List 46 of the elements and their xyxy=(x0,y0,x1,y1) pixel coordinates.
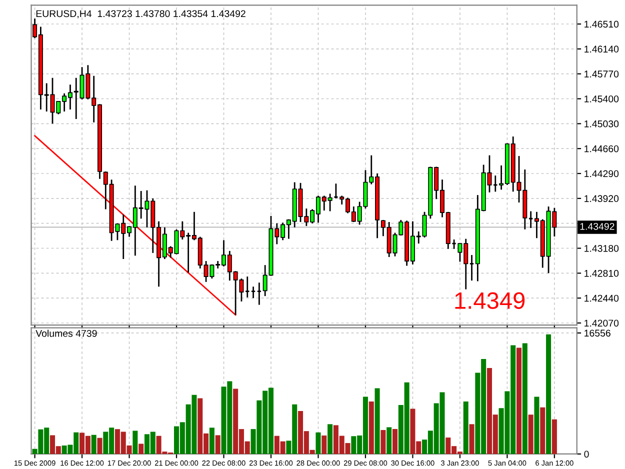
chart-title: Volumes 4739 xyxy=(36,330,97,337)
bar xyxy=(528,414,534,454)
y-tick-label: 1.42440 xyxy=(584,294,619,302)
candlestick xyxy=(528,210,534,229)
bar xyxy=(380,430,386,454)
bar xyxy=(546,334,552,454)
y-tick-label: 1.45030 xyxy=(584,120,619,128)
y-tick-label: 1.43920 xyxy=(584,195,619,202)
y-tick-label: 1.42810 xyxy=(584,270,619,277)
bar xyxy=(209,428,214,454)
chart-title: EURUSD,H4 1.43723 1.43780 1.43354 1.43492 xyxy=(36,10,246,18)
y-tick-label: 16556 xyxy=(584,330,610,337)
candlestick xyxy=(250,286,256,299)
annotation: 1.4349 xyxy=(455,292,525,309)
bar xyxy=(534,396,540,454)
bar xyxy=(386,427,392,454)
bar xyxy=(97,438,102,454)
y-tick-label: 1.44660 xyxy=(584,145,619,152)
bar xyxy=(132,430,138,454)
candlestick xyxy=(244,276,250,298)
bar xyxy=(215,435,220,454)
bar xyxy=(138,444,144,454)
bar xyxy=(374,388,380,454)
bar xyxy=(522,343,528,454)
y-tick-label: 1.45770 xyxy=(584,70,619,78)
y-tick-label: 1.43180 xyxy=(584,244,619,252)
bar xyxy=(368,402,374,454)
y-tick-label: 1.45400 xyxy=(584,95,619,102)
bar xyxy=(552,419,557,454)
bar xyxy=(469,424,474,454)
y-tick-label: 1.46140 xyxy=(584,46,619,53)
bar xyxy=(91,434,96,454)
bar xyxy=(316,432,321,454)
y-tick-label: 1.46510 xyxy=(584,20,619,28)
bar xyxy=(540,407,546,454)
y-tick-label: 0 xyxy=(584,450,589,458)
y-tick-label: 1.44290 xyxy=(584,170,619,178)
bar xyxy=(516,348,522,454)
candlestick xyxy=(469,254,474,282)
bar xyxy=(328,424,333,454)
bar xyxy=(463,402,468,454)
y-tick-label: 1.42070 xyxy=(584,320,619,327)
bar xyxy=(322,436,327,454)
candlestick xyxy=(256,282,262,306)
ref-line-label: 1.43492 xyxy=(580,222,614,230)
bar xyxy=(392,428,398,454)
